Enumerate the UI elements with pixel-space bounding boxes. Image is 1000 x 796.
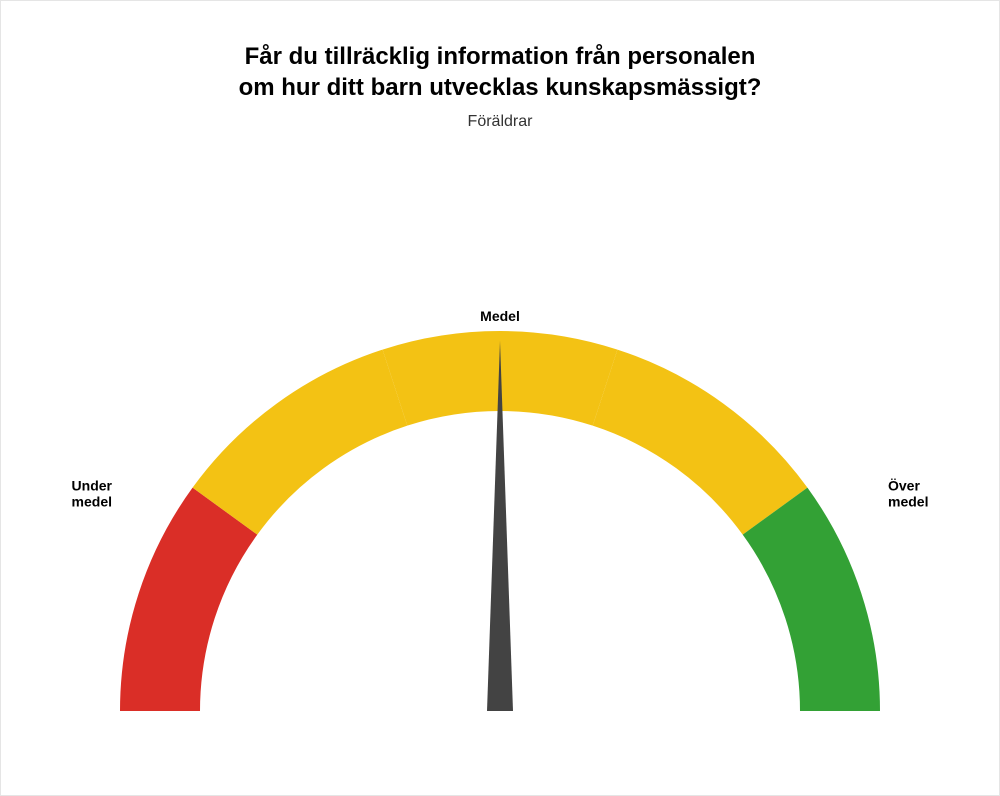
chart-frame: Får du tillräcklig information från pers…	[0, 0, 1000, 796]
chart-title: Får du tillräcklig information från pers…	[1, 41, 999, 103]
gauge-chart: Undermedel Övermedel Medel	[70, 191, 930, 756]
gauge-segment-1	[193, 350, 408, 535]
gauge-segment-4	[743, 488, 880, 711]
gauge-label-mid: Medel	[480, 308, 520, 324]
chart-subtitle: Föräldrar	[1, 113, 999, 131]
gauge-label-right: Övermedel	[888, 478, 928, 510]
gauge-svg: Undermedel Övermedel Medel	[70, 191, 930, 751]
gauge-segment-3	[593, 350, 808, 535]
gauge-label-left: Undermedel	[72, 478, 113, 510]
gauge-segment-0	[120, 488, 257, 711]
